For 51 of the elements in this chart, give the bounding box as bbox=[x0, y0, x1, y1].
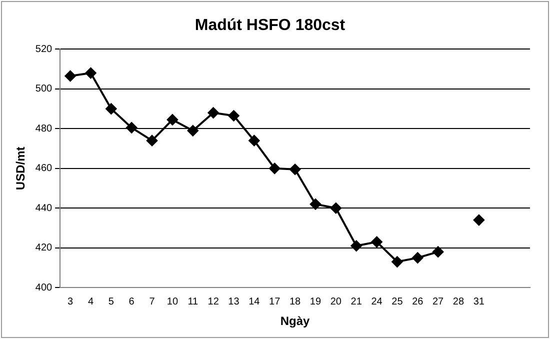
y-tick-label: 400 bbox=[35, 282, 53, 294]
x-tick-label: 14 bbox=[248, 296, 260, 308]
x-tick-label: 3 bbox=[68, 296, 74, 308]
x-axis-title: Ngày bbox=[280, 314, 310, 328]
point bbox=[310, 198, 321, 210]
y-tick-label: 460 bbox=[35, 163, 53, 174]
x-tick-label: 10 bbox=[166, 296, 178, 308]
x-tick-label: 4 bbox=[88, 296, 94, 308]
x-tick-label: 28 bbox=[452, 296, 464, 308]
x-tick-label: 31 bbox=[473, 296, 485, 308]
y-tick-label: 500 bbox=[35, 84, 53, 95]
x-tick-label: 12 bbox=[208, 296, 220, 308]
point bbox=[126, 122, 138, 134]
y-tick-label: 440 bbox=[35, 202, 53, 214]
point bbox=[290, 164, 301, 175]
y-tick-label: 520 bbox=[35, 44, 53, 55]
x-tick-label: 17 bbox=[269, 296, 281, 308]
point bbox=[371, 236, 382, 248]
point bbox=[432, 246, 444, 258]
x-tick-label: 7 bbox=[149, 296, 156, 308]
point bbox=[228, 110, 240, 122]
point bbox=[85, 68, 96, 79]
y-axis-title: USD/mt bbox=[14, 146, 28, 190]
x-tick-label: 5 bbox=[108, 296, 114, 308]
point bbox=[412, 252, 424, 264]
point bbox=[330, 202, 342, 214]
x-tick-label: 6 bbox=[128, 296, 135, 308]
point bbox=[473, 214, 484, 226]
point bbox=[208, 107, 219, 118]
x-tick-label: 13 bbox=[228, 296, 240, 308]
x-tick-label: 19 bbox=[310, 296, 322, 308]
point bbox=[187, 125, 198, 136]
point bbox=[166, 114, 178, 126]
point bbox=[64, 70, 76, 82]
point bbox=[269, 162, 280, 174]
point bbox=[392, 256, 403, 268]
chart-title: Madút HSFO 180cst bbox=[194, 17, 346, 34]
x-tick-label: 11 bbox=[188, 296, 199, 308]
x-tick-label: 27 bbox=[432, 296, 444, 308]
point bbox=[106, 103, 117, 114]
point bbox=[248, 135, 260, 146]
point bbox=[146, 135, 158, 146]
x-tick-label: 25 bbox=[392, 296, 404, 308]
x-tick-label: 20 bbox=[330, 296, 342, 308]
y-tick-label: 420 bbox=[35, 242, 53, 254]
y-tick-label: 480 bbox=[35, 123, 53, 134]
point bbox=[350, 240, 362, 252]
x-tick-label: 21 bbox=[350, 296, 362, 308]
x-tick-label: 18 bbox=[289, 296, 302, 308]
x-tick-label: 24 bbox=[371, 296, 383, 308]
x-tick-label: 26 bbox=[412, 296, 424, 308]
